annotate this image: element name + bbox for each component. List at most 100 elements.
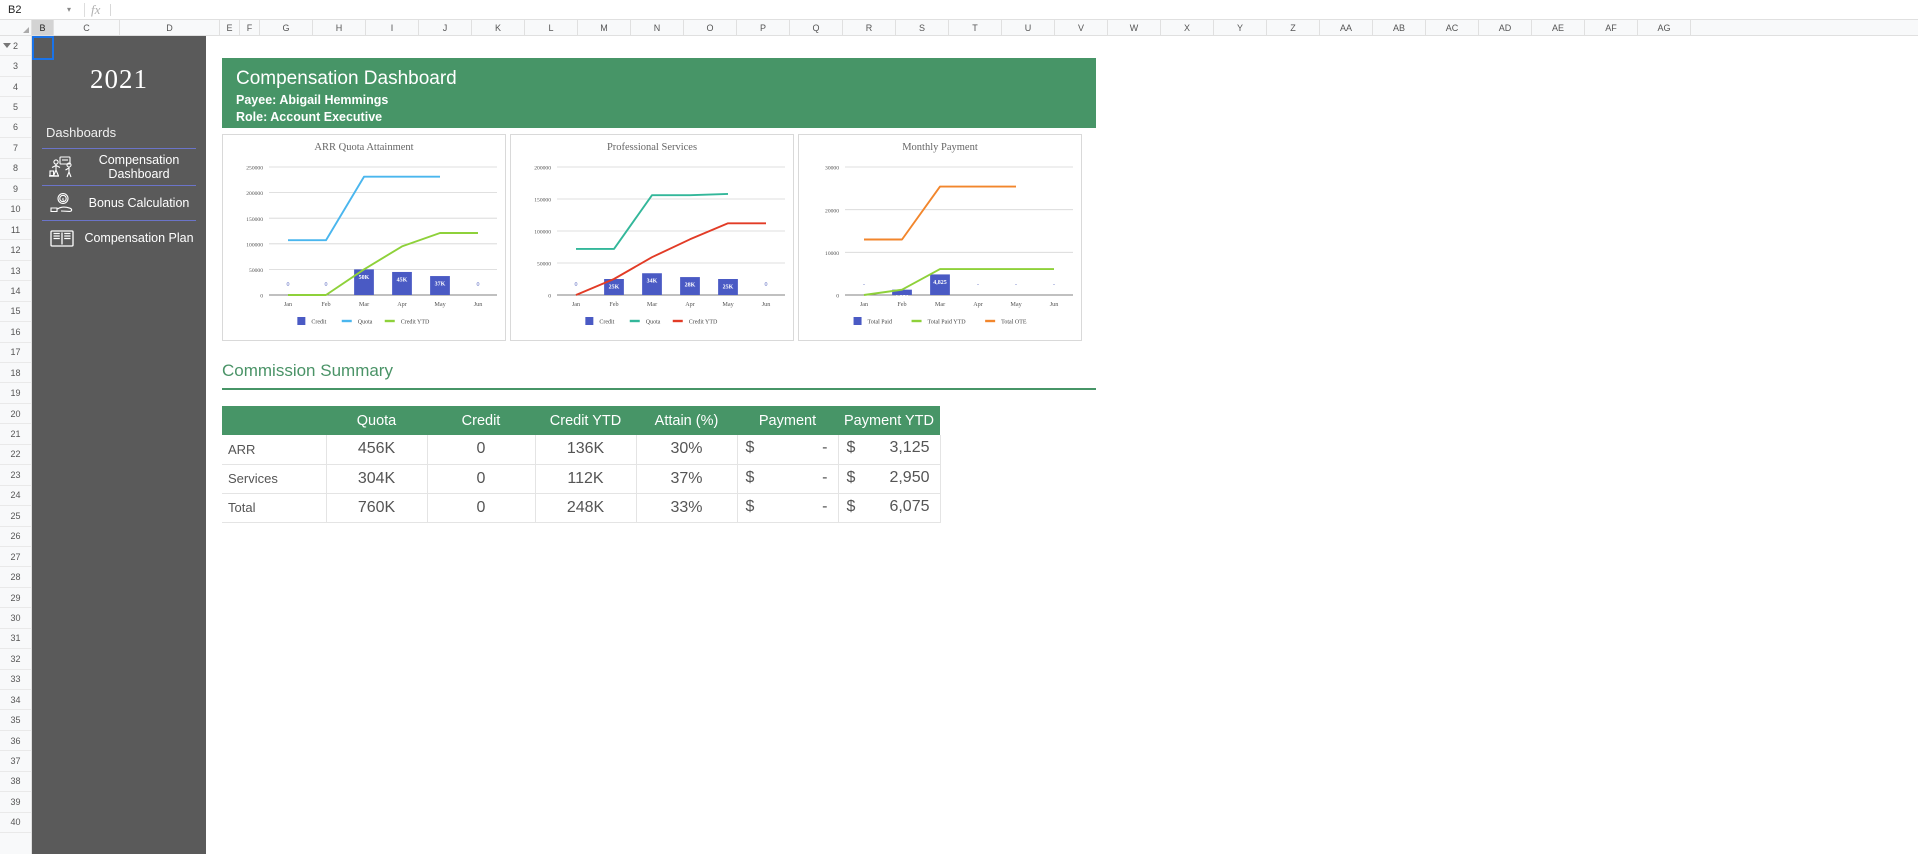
name-box[interactable]: B2 <box>8 3 22 16</box>
chart-card-monthly-payment[interactable]: Monthly Payment 0 10000 20000 30000 - 1,250 4,… <box>798 134 1082 341</box>
row-header-6[interactable]: 6 <box>0 118 31 139</box>
row-header-15[interactable]: 15 <box>0 302 31 323</box>
row-header-10[interactable]: 10 <box>0 200 31 220</box>
currency-symbol: $ <box>745 439 755 456</box>
column-header-j[interactable]: J <box>419 20 472 35</box>
row-header-23[interactable]: 23 <box>0 465 31 486</box>
column-header-t[interactable]: T <box>949 20 1002 35</box>
row-header-8[interactable]: 8 <box>0 159 31 180</box>
selected-cell-b2[interactable] <box>32 36 54 60</box>
table-row: Services 304K 0 112K 37% $ - $2,950 <box>222 464 941 494</box>
row-header-21[interactable]: 21 <box>0 424 31 445</box>
row-header-13[interactable]: 13 <box>0 261 31 282</box>
row-header-40[interactable]: 40 <box>0 813 31 834</box>
row-header-36[interactable]: 36 <box>0 731 31 752</box>
row-header-3[interactable]: 3 <box>0 56 31 77</box>
charts-row: ARR Quota Attainment 0 50000 100000 150000 2… <box>222 134 1112 341</box>
column-header-ad[interactable]: AD <box>1479 20 1532 35</box>
table-cell: 248K <box>535 493 637 523</box>
row-header-39[interactable]: 39 <box>0 792 31 813</box>
column-header-i[interactable]: I <box>366 20 419 35</box>
grid-area[interactable]: 2021 Dashboards <box>32 36 1918 854</box>
column-header-aa[interactable]: AA <box>1320 20 1373 35</box>
column-header-w[interactable]: W <box>1108 20 1161 35</box>
sidebar-item-bonus-calculation[interactable]: $ Bonus Calculation <box>42 185 196 220</box>
row-header-22[interactable]: 22 <box>0 445 31 466</box>
name-box-dropdown-icon[interactable]: ▾ <box>66 5 71 14</box>
row-header-16[interactable]: 16 <box>0 322 31 343</box>
row-header-18[interactable]: 18 <box>0 363 31 384</box>
row-header-20[interactable]: 20 <box>0 404 31 425</box>
row-header-12[interactable]: 12 <box>0 240 31 261</box>
row-header-33[interactable]: 33 <box>0 670 31 690</box>
column-header-ab[interactable]: AB <box>1373 20 1426 35</box>
row-header-9[interactable]: 9 <box>0 179 31 200</box>
select-all-icon <box>23 27 29 33</box>
legend-label: Quota <box>646 320 661 326</box>
row-header-25[interactable]: 25 <box>0 506 31 527</box>
column-header-s[interactable]: S <box>896 20 949 35</box>
banner-role: Role: Account Executive <box>236 110 383 124</box>
column-header-h[interactable]: H <box>313 20 366 35</box>
row-header-28[interactable]: 28 <box>0 567 31 588</box>
row-header-31[interactable]: 31 <box>0 629 31 650</box>
row-header-2[interactable]: 2 <box>0 36 31 57</box>
row-header-32[interactable]: 32 <box>0 649 31 670</box>
column-header-q[interactable]: Q <box>790 20 843 35</box>
row-header-17[interactable]: 17 <box>0 343 31 363</box>
row-header-27[interactable]: 27 <box>0 547 31 568</box>
bar-value-label: 25K <box>723 285 734 291</box>
row-header-38[interactable]: 38 <box>0 772 31 793</box>
row-header-14[interactable]: 14 <box>0 281 31 302</box>
column-header-x[interactable]: X <box>1161 20 1214 35</box>
column-header-u[interactable]: U <box>1002 20 1055 35</box>
column-header-b[interactable]: B <box>32 20 54 35</box>
row-header-34[interactable]: 34 <box>0 690 31 711</box>
column-header-ac[interactable]: AC <box>1426 20 1479 35</box>
column-header-d[interactable]: D <box>120 20 220 35</box>
row-header-24[interactable]: 24 <box>0 486 31 507</box>
column-header-ae[interactable]: AE <box>1532 20 1585 35</box>
column-header-v[interactable]: V <box>1055 20 1108 35</box>
column-header-p[interactable]: P <box>737 20 790 35</box>
column-header-n[interactable]: N <box>631 20 684 35</box>
chart-card-arr-quota-attainment[interactable]: ARR Quota Attainment 0 50000 100000 150000 2… <box>222 134 506 341</box>
y-axis-tick-label: 0 <box>548 294 551 300</box>
table-cell: Total <box>222 493 327 523</box>
column-header-m[interactable]: M <box>578 20 631 35</box>
row-header-29[interactable]: 29 <box>0 588 31 609</box>
row-header-35[interactable]: 35 <box>0 710 31 731</box>
column-header-l[interactable]: L <box>525 20 578 35</box>
sidebar-item-label: Compensation Dashboard <box>98 153 180 181</box>
column-header-z[interactable]: Z <box>1267 20 1320 35</box>
column-header-f[interactable]: F <box>240 20 260 35</box>
table-cell: 456K <box>326 435 428 465</box>
row-header-26[interactable]: 26 <box>0 527 31 547</box>
commission-summary-table: Quota Credit Credit YTD Attain (%) Payment Pa… <box>222 406 941 523</box>
column-header-ag[interactable]: AG <box>1638 20 1691 35</box>
row-collapse-icon[interactable] <box>3 43 11 49</box>
row-header-30[interactable]: 30 <box>0 608 31 629</box>
sidebar-item-compensation-dashboard[interactable]: Compensation Dashboard <box>42 148 196 185</box>
column-header-y[interactable]: Y <box>1214 20 1267 35</box>
column-header-g[interactable]: G <box>260 20 313 35</box>
row-header-4[interactable]: 4 <box>0 77 31 98</box>
column-header-o[interactable]: O <box>684 20 737 35</box>
chart-card-professional-services[interactable]: Professional Services 0 50000 100000 150000… <box>510 134 794 341</box>
select-all-corner[interactable] <box>0 20 32 35</box>
column-header-r[interactable]: R <box>843 20 896 35</box>
chart-plot: 0 50000 100000 150000 200000 0 25K 34K 28K 25K 0 Ja… <box>534 166 785 326</box>
row-header-19[interactable]: 19 <box>0 383 31 404</box>
x-axis-tick-label: Feb <box>609 301 618 308</box>
column-header-c[interactable]: C <box>54 20 120 35</box>
column-header-e[interactable]: E <box>220 20 240 35</box>
column-header-k[interactable]: K <box>472 20 525 35</box>
row-header-5[interactable]: 5 <box>0 97 31 118</box>
row-header-7[interactable]: 7 <box>0 138 31 159</box>
table-column-header: Quota <box>326 406 427 435</box>
row-header-37[interactable]: 37 <box>0 751 31 772</box>
column-header-af[interactable]: AF <box>1585 20 1638 35</box>
row-header-11[interactable]: 11 <box>0 220 31 241</box>
sidebar-item-compensation-plan[interactable]: Compensation Plan <box>42 220 196 255</box>
bar-value-label: - <box>1053 282 1055 288</box>
